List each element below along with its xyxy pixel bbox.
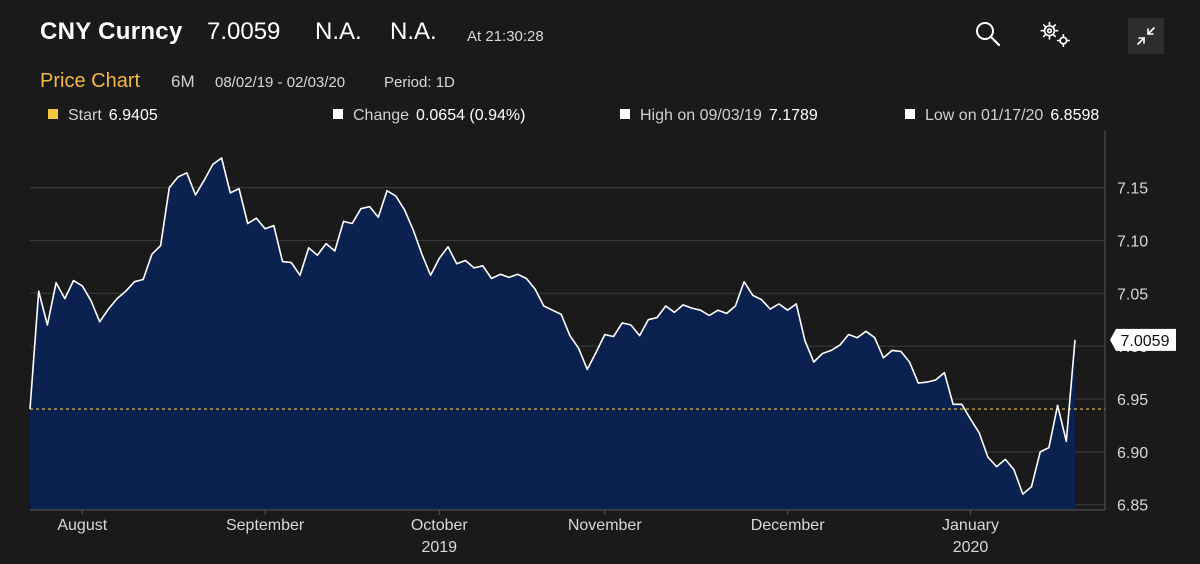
range-selector[interactable]: 6M: [171, 72, 195, 91]
x-tick-label: October: [411, 517, 469, 534]
stat-change: Change 0.0654 (0.94%): [333, 107, 525, 125]
stat-low: Low on 01/17/20 6.8598: [905, 107, 1099, 125]
search-button[interactable]: [970, 16, 1006, 52]
period-selector[interactable]: Period: 1D: [384, 74, 455, 91]
stat-low-label: Low on 01/17/20: [925, 107, 1044, 124]
ticker-symbol: CNY Curncy: [40, 18, 183, 45]
stat-start: Start 6.9405: [48, 107, 158, 125]
stat-start-value: 6.9405: [108, 107, 158, 124]
y-tick-label: 6.95: [1117, 392, 1148, 409]
x-tick-year-label: 2020: [953, 539, 989, 556]
stat-change-label: Change: [353, 107, 410, 124]
header-bar: CNY Curncy 7.0059 N.A. N.A. At 21:30:28: [0, 0, 1200, 70]
x-tick-label: January: [942, 517, 999, 534]
price-area: [30, 158, 1075, 510]
field-na-2: N.A.: [390, 18, 437, 45]
x-tick-label: August: [57, 517, 107, 534]
x-tick-label: November: [568, 517, 642, 534]
field-na-1: N.A.: [315, 18, 362, 45]
stat-low-value: 6.8598: [1050, 107, 1100, 124]
y-tick-label: 6.90: [1117, 445, 1148, 462]
date-range: 08/02/19 - 02/03/20: [215, 74, 346, 91]
start-marker: [48, 109, 58, 119]
last-value-label: 7.0059: [1121, 333, 1170, 350]
timestamp: At 21:30:28: [467, 28, 544, 45]
y-tick-label: 7.15: [1117, 181, 1148, 198]
stat-high-label: High on 09/03/19: [640, 107, 762, 124]
last-price: 7.0059: [207, 18, 281, 45]
settings-button[interactable]: [1038, 16, 1074, 52]
price-chart-title: Price Chart: [40, 70, 141, 92]
low-marker: [905, 109, 915, 119]
price-line: [29, 157, 1076, 495]
x-tick-year-label: 2019: [421, 539, 457, 556]
x-tick-label: September: [226, 517, 305, 534]
stat-start-label: Start: [68, 107, 102, 124]
change-marker: [333, 109, 343, 119]
stat-high-value: 7.1789: [768, 107, 818, 124]
collapse-button[interactable]: [1128, 18, 1164, 54]
x-tick-label: December: [751, 517, 825, 534]
last-value-tag: [1110, 328, 1176, 351]
y-tick-label: 6.85: [1117, 498, 1148, 515]
y-tick-label: 7.10: [1117, 233, 1148, 250]
high-marker: [620, 109, 630, 119]
stat-high: High on 09/03/19 7.1789: [620, 107, 818, 125]
search-icon: [976, 22, 1001, 47]
gear-icon: [1040, 21, 1070, 48]
stat-change-value: 0.0654 (0.94%): [416, 107, 526, 124]
collapse-icon: [1137, 27, 1155, 45]
y-tick-label: 7.05: [1117, 286, 1148, 303]
